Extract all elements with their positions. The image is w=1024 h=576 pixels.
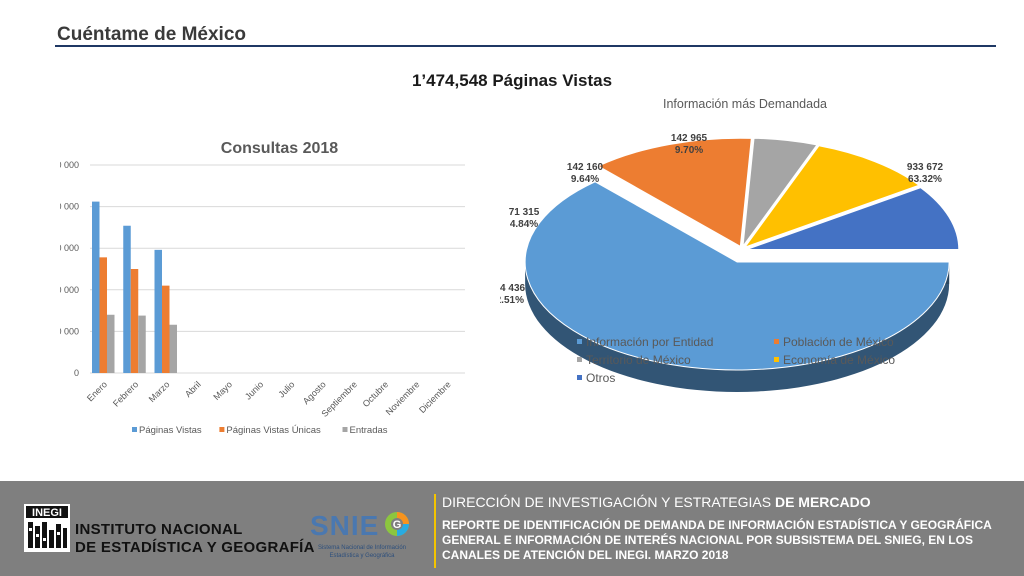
y-tick-label: 2 000 000 <box>60 202 79 212</box>
legend-swatch <box>132 427 137 432</box>
pie-percent-label: 63.32% <box>908 174 942 185</box>
pie-percent-label: 9.70% <box>675 145 703 156</box>
x-tick-label: Noviembre <box>384 379 422 417</box>
pie-percent-label: 4.84% <box>510 219 538 230</box>
title-divider <box>55 45 996 47</box>
legend-swatch <box>219 427 225 432</box>
footer-heading-bold: DE MERCADO <box>774 494 871 510</box>
bar <box>107 314 115 373</box>
bar <box>92 201 100 373</box>
pie-slice <box>743 145 920 249</box>
pie-value-label: 142 160 <box>567 162 604 173</box>
pie-value-label: 71 315 <box>509 207 540 218</box>
inegi-logo-mark: INEGI <box>24 504 70 552</box>
pie-slice <box>597 137 752 248</box>
legend-label: Páginas Vistas <box>139 425 202 436</box>
bar <box>138 315 146 373</box>
legend-label: Entradas <box>350 425 388 436</box>
pie-value-label: 933 672 <box>907 162 944 173</box>
legend-label: Otros <box>586 371 615 385</box>
bar <box>154 249 162 373</box>
legend-swatch <box>774 339 779 344</box>
pie-slice <box>524 181 950 371</box>
inegi-name-line1: INSTITUTO NACIONAL <box>75 521 243 538</box>
x-tick-label: Agosto <box>301 379 328 406</box>
footer-report-text: REPORTE DE IDENTIFICACIÓN DE DEMANDA DE … <box>442 518 992 562</box>
x-tick-label: Octubre <box>361 379 391 409</box>
snieg-logo-word: SNIE <box>310 510 380 541</box>
pie-slice-side <box>525 261 950 392</box>
legend-label: Población de México <box>783 335 894 349</box>
footer-heading: DIRECCIÓN DE INVESTIGACIÓN Y ESTRATEGIAS… <box>442 494 871 510</box>
footer-divider <box>434 494 436 568</box>
pie-value-label: 142 965 <box>671 133 708 144</box>
x-tick-label: Marzo <box>147 379 172 404</box>
bar <box>123 225 131 373</box>
snieg-subtitle: Sistema Nacional de Información Estadíst… <box>317 545 407 559</box>
pie-chart-title: Información más Demandada <box>663 97 827 111</box>
x-tick-label: Diciembre <box>417 379 453 415</box>
legend-label: Territorio de México <box>586 353 691 367</box>
x-tick-label: Abril <box>183 379 203 399</box>
x-tick-label: Febrero <box>111 379 140 408</box>
x-tick-label: Mayo <box>211 379 234 402</box>
pie-percent-label: 12.51% <box>500 295 524 306</box>
legend-label: Economía de México <box>783 353 895 367</box>
legend-label: Páginas Vistas Únicas <box>226 425 321 436</box>
legend-swatch <box>577 375 582 380</box>
bar <box>99 257 107 373</box>
pie-slice <box>746 187 960 250</box>
y-tick-label: 2 500 000 <box>60 160 79 170</box>
inegi-name-line2: DE ESTADÍSTICA Y GEOGRAFÍA <box>75 539 315 556</box>
y-tick-label: 1 500 000 <box>60 243 79 253</box>
legend-swatch <box>774 357 779 362</box>
legend-swatch <box>577 339 582 344</box>
x-tick-label: Julio <box>276 379 296 399</box>
legend-swatch <box>577 357 582 362</box>
y-tick-label: 500 000 <box>60 326 79 336</box>
pie-percent-label: 9.64% <box>571 174 599 185</box>
headline-total-views: 1’474,548 Páginas Vistas <box>411 71 613 90</box>
legend-swatch <box>342 427 348 432</box>
snieg-logo-letter: G <box>393 519 402 531</box>
footer-heading-regular: DIRECCIÓN DE INVESTIGACIÓN Y ESTRATEGIAS <box>442 494 775 510</box>
pie-slice <box>742 137 818 248</box>
footer-band <box>0 481 1024 576</box>
bar <box>169 324 177 373</box>
bar <box>130 269 139 373</box>
x-tick-label: Enero <box>85 379 109 403</box>
bar-chart-consultas: Consultas 2018 0 500 000 1 000 000 1 500 000… <box>60 140 465 436</box>
y-tick-label: 1 000 000 <box>60 285 79 295</box>
page-title: Cuéntame de México <box>57 24 246 45</box>
legend-label: Información por Entidad <box>586 335 713 349</box>
pie-value-label: 184 436 <box>500 283 526 294</box>
y-tick-label: 0 <box>74 368 79 378</box>
bar <box>162 285 170 373</box>
inegi-logo: INEGI <box>24 504 70 552</box>
inegi-name: INSTITUTO NACIONAL DE ESTADÍSTICA Y GEOG… <box>75 521 315 557</box>
x-tick-label: Junio <box>243 379 265 401</box>
bar-chart-title: Consultas 2018 <box>221 140 338 157</box>
snieg-logo-g: G <box>385 512 409 536</box>
inegi-logo-text: INEGI <box>32 507 62 519</box>
